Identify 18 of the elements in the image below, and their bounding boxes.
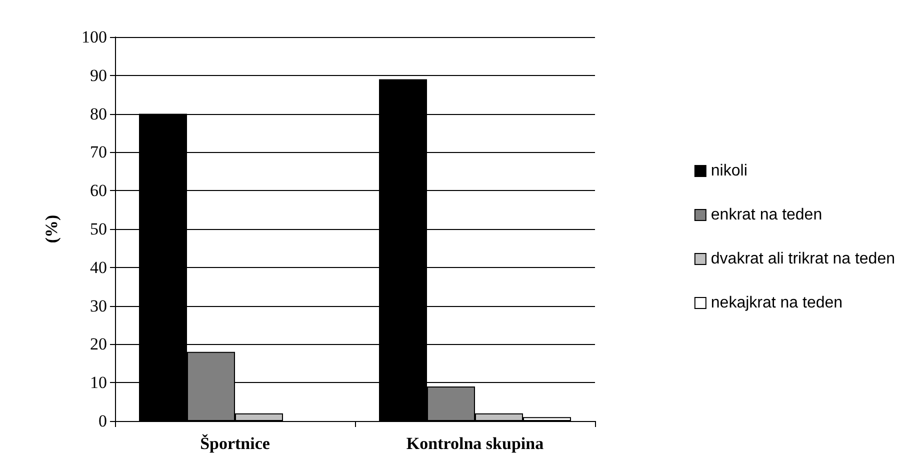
- legend-label: dvakrat ali trikrat na teden: [710, 250, 895, 268]
- y-tick-label: 60: [90, 181, 107, 200]
- legend-label: enkrat na teden: [710, 206, 822, 224]
- y-tick-label: 100: [82, 28, 107, 46]
- legend-label: nikoli: [710, 162, 748, 180]
- y-tick-label: 30: [90, 296, 107, 316]
- y-tick-label: 90: [90, 66, 107, 85]
- x-tick-label: Kontrolna skupina: [406, 434, 544, 453]
- y-tick-label: 80: [90, 104, 107, 124]
- y-axis-title: (%): [42, 214, 61, 244]
- y-tick-label: 40: [90, 258, 107, 277]
- y-tick-label: 70: [90, 142, 107, 162]
- y-tick-label: 10: [90, 373, 107, 392]
- y-tick-label: 20: [90, 334, 107, 354]
- legend-label: nekajkrat na teden: [710, 294, 843, 312]
- x-tick-label: Športnice: [200, 434, 270, 453]
- y-tick-label: 50: [90, 220, 107, 238]
- y-tick-label: 0: [98, 412, 107, 430]
